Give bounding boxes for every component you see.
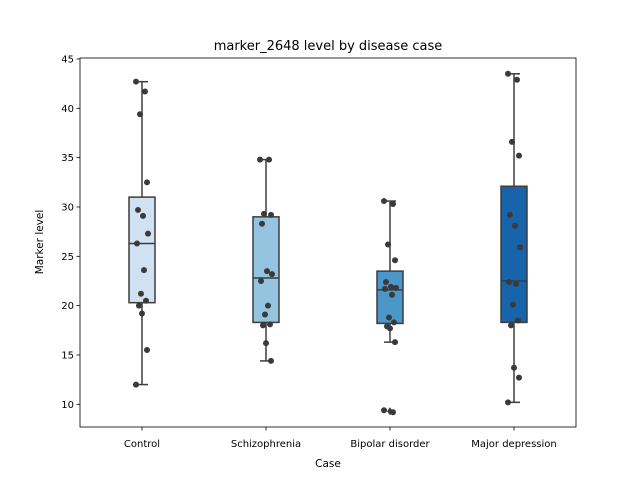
y-tick-label: 40 [61,104,74,115]
data-point [516,374,522,381]
data-point [262,311,268,318]
data-point [133,78,139,85]
data-point [507,211,513,218]
data-point [383,278,389,285]
y-axis: 10 15 20 25 30 35 40 45 [61,54,80,411]
box-group [128,78,156,388]
data-point [134,240,140,247]
data-point [517,244,523,251]
x-axis-title: Case [315,458,341,470]
data-point [387,325,393,332]
data-point [141,267,147,274]
data-point [263,340,269,347]
data-point [381,407,387,414]
data-point [505,70,511,77]
chart-title: marker_2648 level by disease case [214,39,443,54]
data-point [505,399,511,406]
data-point [140,212,146,219]
x-axis: Control Schizophrenia Bipolar disorder Majo… [124,427,557,450]
data-point [145,230,151,237]
y-axis-title: Marker level [34,210,46,275]
data-point [510,301,516,308]
data-point [137,111,143,118]
data-point [257,156,263,163]
y-tick-label: 45 [61,54,74,65]
data-point [138,290,144,297]
data-point [142,88,148,95]
data-point [144,179,150,186]
data-point [516,152,522,159]
y-tick-label: 25 [61,252,74,263]
data-point [144,347,150,354]
data-point [509,138,515,145]
data-point [139,310,145,317]
y-tick-label: 10 [61,400,74,411]
data-point [266,156,272,163]
data-point [264,268,270,275]
data-point [381,198,387,205]
box-group [376,198,404,416]
data-point [135,206,141,213]
data-point [515,317,521,324]
data-point [514,76,520,83]
data-point [512,222,518,229]
data-point [269,271,275,278]
data-point [265,302,271,309]
data-point [506,278,512,285]
x-tick-label: Control [124,439,160,450]
data-point [259,220,265,227]
data-point [390,201,396,208]
box [500,185,528,324]
data-point [268,211,274,218]
data-point [390,409,396,416]
data-point [388,283,394,290]
box-group [500,70,528,406]
data-point [513,280,519,287]
box [128,196,156,304]
box-group [252,156,280,364]
data-point [260,322,266,329]
y-tick-label: 30 [61,202,74,213]
data-point [511,364,517,371]
data-point [143,297,149,304]
data-point [385,241,391,248]
plot-area [128,70,528,416]
data-point [389,291,395,298]
data-point [268,357,274,364]
data-point [391,319,397,326]
data-point [508,322,514,329]
data-point [392,257,398,264]
y-tick-label: 35 [61,153,74,164]
x-tick-label: Bipolar disorder [350,439,430,450]
data-point [261,210,267,217]
x-tick-label: Major depression [471,439,557,450]
data-point [133,381,139,388]
data-point [392,339,398,346]
data-point [393,284,399,291]
data-point [258,277,264,284]
data-point [382,285,388,292]
y-tick-label: 15 [61,350,74,361]
data-point [386,314,392,321]
data-point [136,302,142,309]
data-point [267,321,273,328]
plot-frame [79,57,577,428]
y-tick-label: 20 [61,301,74,312]
x-tick-label: Schizophrenia [231,439,301,450]
